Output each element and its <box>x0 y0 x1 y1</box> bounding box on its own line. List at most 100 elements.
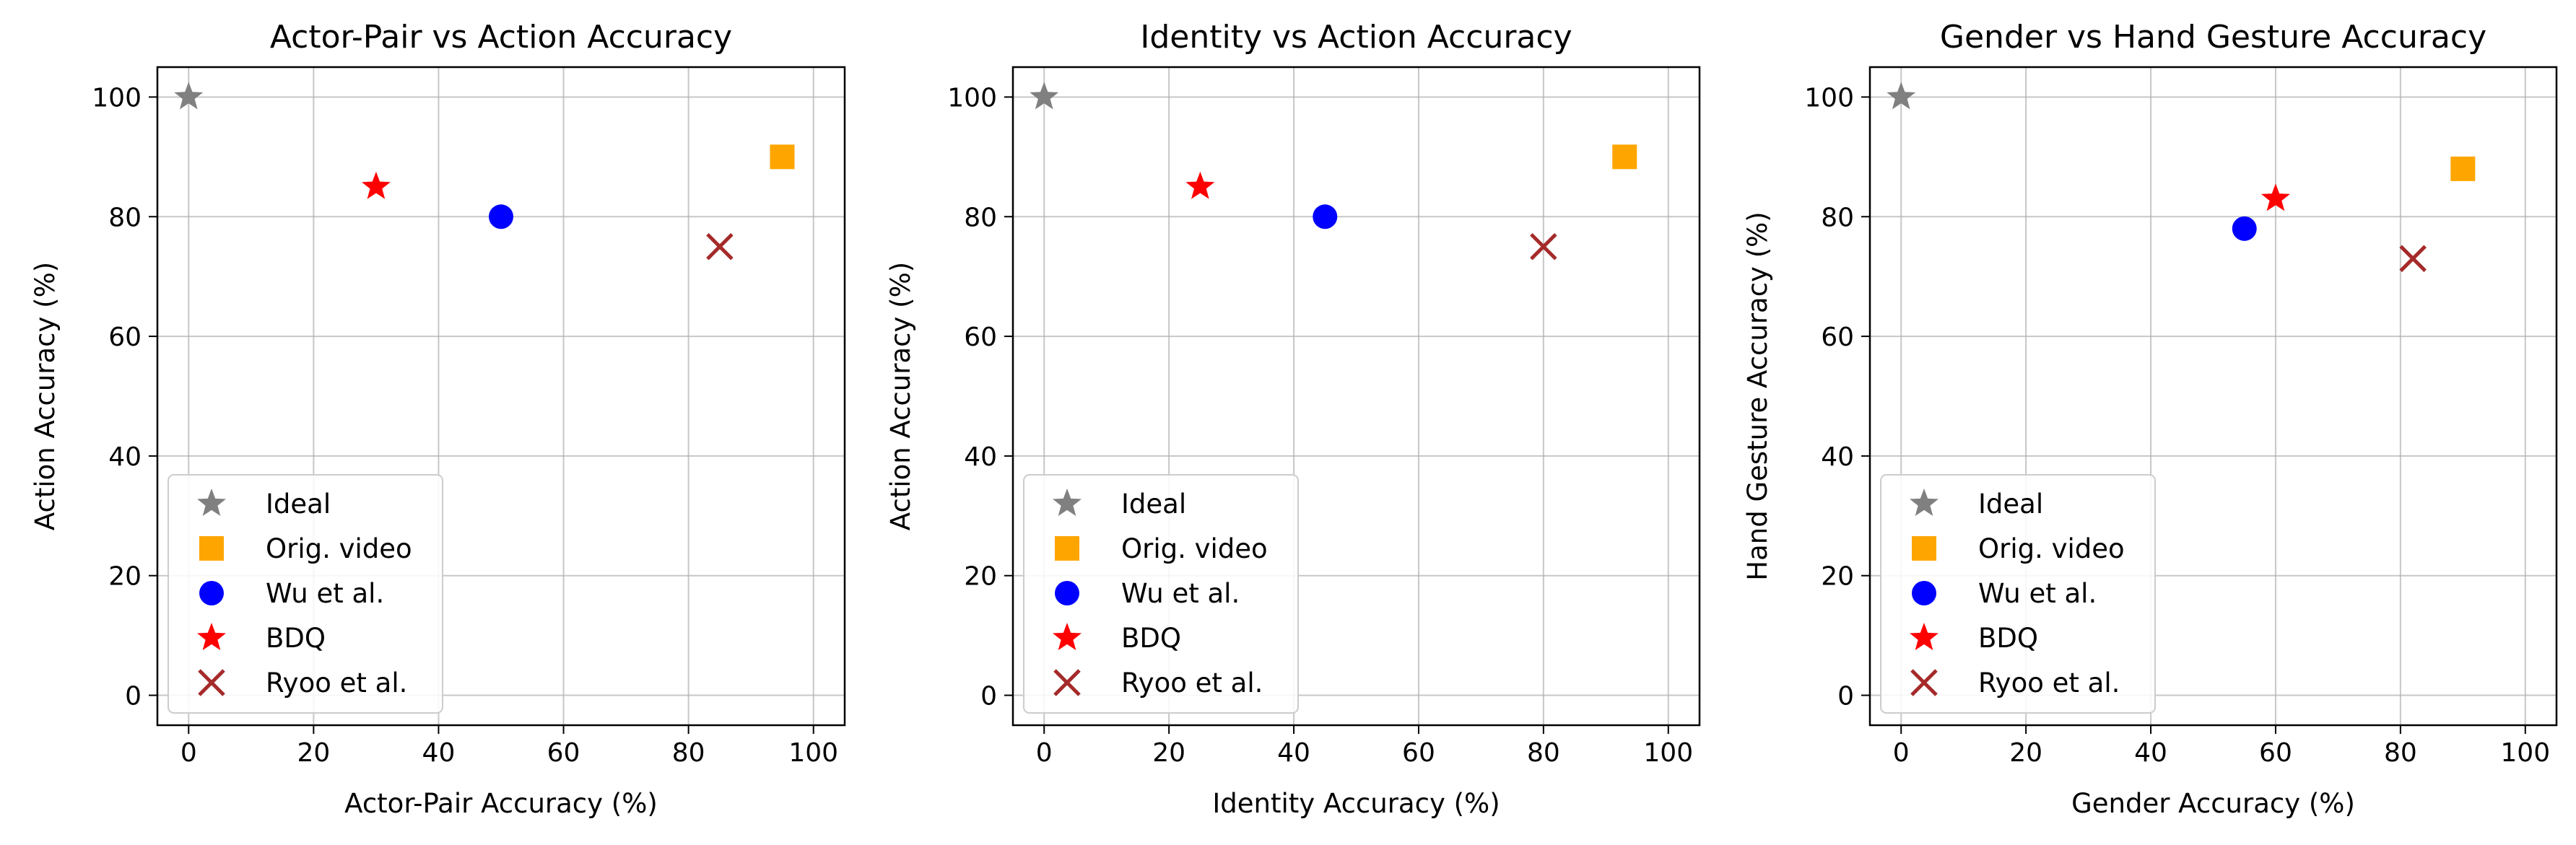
y-tick-label: 40 <box>1821 442 1854 472</box>
legend-label-ryoo-et-al: Ryoo et al. <box>266 667 407 699</box>
legend-marker-bdq <box>197 623 226 650</box>
y-axis-label: Action Accuracy (%) <box>30 262 61 530</box>
legend-marker-bdq <box>1910 623 1938 650</box>
y-tick-label: 0 <box>1837 682 1854 712</box>
legend-marker-ryoo-et-al <box>198 669 225 696</box>
legend: Ideal Orig. video Wu et al. BDQ Ryoo et al. <box>1023 474 1299 714</box>
legend-label-ryoo-et-al: Ryoo et al. <box>1121 667 1263 699</box>
data-point-orig-video <box>1612 144 1637 170</box>
chart-panel-3: 0 20 40 60 80 100 0 20 40 60 80 100 Gender vs Hand G… <box>1742 19 2558 819</box>
legend-marker-wu-et-al <box>199 581 224 605</box>
legend-label-bdq: BDQ <box>1978 623 2038 654</box>
legend-label-ideal: Ideal <box>1121 489 1186 520</box>
y-tick-label: 100 <box>1804 83 1854 113</box>
data-point-bdq <box>1185 171 1215 199</box>
legend-marker-ryoo-et-al <box>1910 669 1938 696</box>
y-tick-label: 0 <box>980 682 997 712</box>
data-point-ideal <box>174 82 204 110</box>
legend-marker-wu-et-al <box>1055 581 1079 605</box>
x-tick-label: 0 <box>1893 738 1910 768</box>
y-tick-label: 40 <box>108 442 142 472</box>
x-tick-label: 20 <box>1152 738 1185 768</box>
legend-marker-orig-video <box>1055 536 1079 561</box>
legend-label-wu-et-al: Wu et al. <box>1121 578 1240 609</box>
legend-marker-wu-et-al <box>1912 581 1936 605</box>
x-tick-label: 0 <box>180 738 197 768</box>
legend-label-wu-et-al: Wu et al. <box>1978 578 2097 609</box>
data-point-wu-et-al <box>2232 216 2257 241</box>
data-point-bdq <box>361 171 391 199</box>
x-tick-label: 20 <box>297 738 330 768</box>
data-point-ryoo-et-al <box>1530 232 1557 260</box>
x-tick-label: 80 <box>672 738 705 768</box>
data-point-orig-video <box>770 144 795 170</box>
y-tick-label: 80 <box>964 203 997 232</box>
y-tick-label: 80 <box>1821 203 1854 232</box>
legend-marker-ideal <box>1053 489 1082 516</box>
legend-label-ryoo-et-al: Ryoo et al. <box>1978 667 2120 699</box>
axes-frame <box>156 66 846 727</box>
axes-frame <box>1868 66 2558 727</box>
y-tick-label: 60 <box>964 323 997 352</box>
y-tick-label: 60 <box>1821 323 1854 352</box>
x-axis-label: Actor-Pair Accuracy (%) <box>344 788 658 819</box>
x-tick-label: 80 <box>1527 738 1560 768</box>
legend-box <box>167 474 443 714</box>
legend-marker-ryoo-et-al <box>1053 669 1081 696</box>
legend-marker-bdq <box>1053 623 1082 650</box>
legend-marker-orig-video <box>199 536 224 561</box>
chart-panel-1: 0 20 40 60 80 100 0 20 40 60 80 100 Actor-Pair vs Ac… <box>30 19 846 819</box>
x-tick-label: 80 <box>2384 738 2417 768</box>
legend: Ideal Orig. video Wu et al. BDQ Ryoo et al. <box>1880 474 2156 714</box>
y-tick-label: 0 <box>125 682 142 712</box>
x-tick-label: 60 <box>2259 738 2292 768</box>
legend-label-ideal: Ideal <box>266 489 331 520</box>
data-point-ideal <box>1887 82 1916 110</box>
y-tick-label: 40 <box>964 442 997 472</box>
chart-title: Actor-Pair vs Action Accuracy <box>270 19 732 56</box>
legend-label-orig-video: Orig. video <box>1978 533 2125 564</box>
legend-label-bdq: BDQ <box>1121 623 1181 654</box>
axes-frame <box>1011 66 1701 727</box>
legend-label-ideal: Ideal <box>1978 489 2043 520</box>
chart-title: Gender vs Hand Gesture Accuracy <box>1940 19 2486 56</box>
chart-panel-2: 0 20 40 60 80 100 0 20 40 60 80 100 Identity vs Acti… <box>885 19 1701 819</box>
y-tick-label: 20 <box>1821 562 1854 592</box>
x-axis-label: Gender Accuracy (%) <box>2071 788 2355 819</box>
chart-title: Identity vs Action Accuracy <box>1140 19 1572 56</box>
y-tick-label: 20 <box>108 562 142 592</box>
y-tick-label: 60 <box>108 323 142 352</box>
y-tick-label: 20 <box>964 562 997 592</box>
x-tick-label: 0 <box>1036 738 1053 768</box>
legend-marker-orig-video <box>1912 536 1936 561</box>
legend-marker-ideal <box>1910 489 1938 516</box>
data-point-wu-et-al <box>1313 204 1338 229</box>
x-tick-label: 100 <box>1643 738 1693 768</box>
legend-label-wu-et-al: Wu et al. <box>266 578 384 609</box>
legend-label-orig-video: Orig. video <box>1121 533 1268 564</box>
data-point-ideal <box>1030 82 1059 110</box>
x-tick-label: 40 <box>2134 738 2167 768</box>
legend: Ideal Orig. video Wu et al. BDQ Ryoo et al. <box>167 474 443 714</box>
data-point-wu-et-al <box>489 204 513 229</box>
x-tick-label: 100 <box>788 738 838 768</box>
y-tick-label: 80 <box>108 203 142 232</box>
legend-label-orig-video: Orig. video <box>266 533 412 564</box>
data-point-orig-video <box>2450 156 2476 181</box>
x-tick-label: 100 <box>2500 738 2550 768</box>
y-axis-label: Action Accuracy (%) <box>885 262 916 530</box>
legend-box <box>1023 474 1299 714</box>
x-tick-label: 40 <box>1277 738 1310 768</box>
y-tick-label: 100 <box>92 83 142 113</box>
data-point-ryoo-et-al <box>706 232 734 260</box>
x-tick-label: 60 <box>1402 738 1435 768</box>
x-tick-label: 60 <box>547 738 580 768</box>
data-point-bdq <box>2260 183 2290 211</box>
data-point-ryoo-et-al <box>2399 245 2427 273</box>
x-axis-label: Identity Accuracy (%) <box>1212 788 1500 819</box>
legend-label-bdq: BDQ <box>266 623 326 654</box>
y-axis-label: Hand Gesture Accuracy (%) <box>1742 211 1773 581</box>
x-tick-label: 40 <box>422 738 456 768</box>
